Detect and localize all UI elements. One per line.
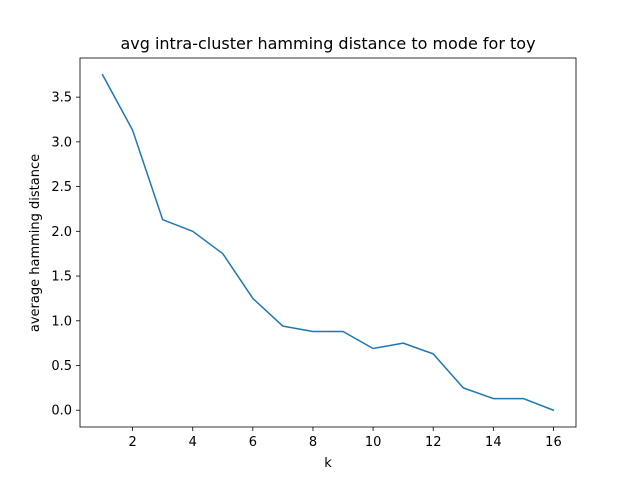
y-tick-label: 3.5 <box>51 91 72 106</box>
y-tick-label: 0.0 <box>51 404 72 419</box>
x-axis-label: k <box>324 456 332 471</box>
chart-title: avg intra-cluster hamming distance to mo… <box>120 34 535 53</box>
y-tick-label: 1.0 <box>51 314 72 329</box>
series-line <box>101 73 555 412</box>
y-tick-label: 1.5 <box>51 270 72 285</box>
x-tick-label: 16 <box>545 435 562 450</box>
plot-frame <box>79 57 577 428</box>
y-tick-label: 0.5 <box>51 359 72 374</box>
x-tick-label: 10 <box>365 435 382 450</box>
x-tick-label: 2 <box>128 435 136 450</box>
y-tick-label: 2.5 <box>51 180 72 195</box>
y-axis-label: average hamming distance <box>28 154 43 332</box>
x-tick-label: 12 <box>425 435 442 450</box>
y-tick-label: 2.0 <box>51 225 72 240</box>
plot-area <box>79 57 577 428</box>
x-tick-label: 4 <box>189 435 197 450</box>
x-tick-label: 14 <box>485 435 502 450</box>
x-tick-label: 6 <box>249 435 257 450</box>
y-axis: 0.0 0.5 1.0 1.5 2.0 2.5 3.0 3.5 <box>51 91 80 419</box>
x-tick-label: 8 <box>309 435 317 450</box>
y-tick-label: 3.0 <box>51 135 72 150</box>
x-axis: 2 4 6 8 10 12 14 16 <box>128 427 562 450</box>
